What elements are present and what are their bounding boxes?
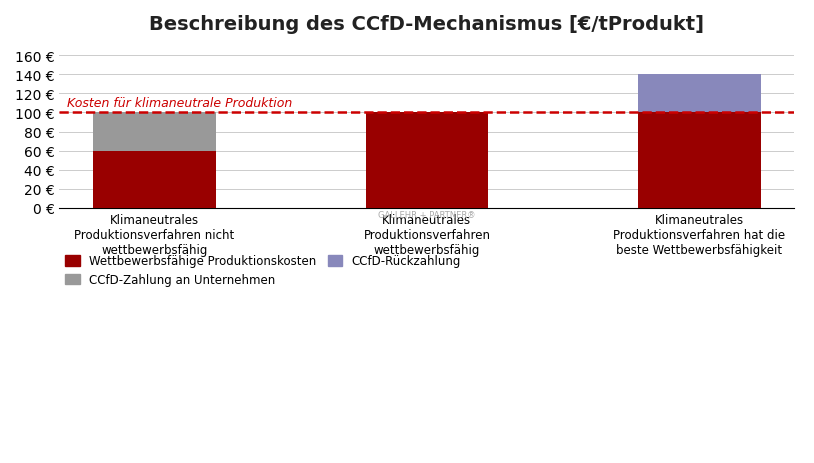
Bar — [638, 113, 761, 208]
Legend: Wettbewerbsfähige Produktionskosten, CCfD-Zahlung an Unternehmen, CCfD-Rückzahlu: Wettbewerbsfähige Produktionskosten, CCf… — [65, 255, 461, 287]
Bar — [365, 113, 488, 208]
Title: Beschreibung des CCfD-Mechanismus [€/tProdukt]: Beschreibung des CCfD-Mechanismus [€/tPr… — [150, 15, 704, 34]
Text: Kosten für klimaneutrale Produktion: Kosten für klimaneutrale Produktion — [67, 96, 292, 109]
Text: GALLEHR + PARTNER®: GALLEHR + PARTNER® — [379, 211, 475, 220]
Bar — [93, 113, 216, 151]
Bar — [638, 75, 761, 113]
Bar — [93, 151, 216, 208]
